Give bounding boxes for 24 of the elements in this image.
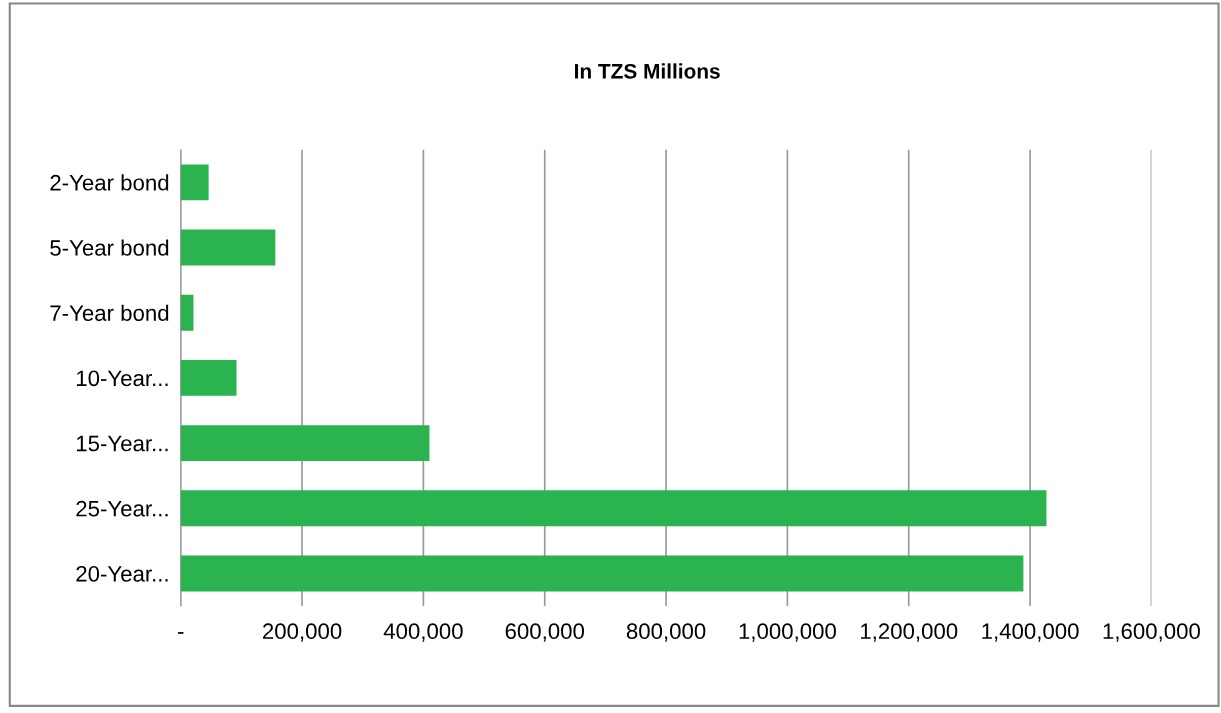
x-tick-label: 400,000 — [383, 623, 463, 642]
y-tick-label: 15-Year... — [76, 435, 168, 452]
y-tick-label: 5-Year bond — [50, 239, 169, 256]
chart-title: In TZS Millions — [575, 63, 720, 79]
bar — [180, 294, 194, 331]
bar — [180, 490, 1047, 527]
y-tick-label: 20-Year... — [76, 565, 168, 582]
bar — [180, 555, 1024, 592]
x-tick-label: 800,000 — [626, 623, 706, 642]
y-tick-label: 2-Year bond — [50, 174, 169, 191]
x-tick-label: 200,000 — [263, 623, 342, 642]
bar — [180, 359, 237, 396]
x-tick-label: 600,000 — [505, 623, 585, 642]
bar — [180, 229, 276, 266]
y-tick-label: 7-Year bond — [50, 304, 169, 321]
y-tick-label: 10-Year... — [76, 370, 168, 387]
x-tick-label: 1,200,000 — [861, 623, 958, 642]
x-tick-label: - — [177, 632, 184, 634]
y-tick-label: 25-Year... — [76, 500, 168, 517]
x-tick-label: 1,600,000 — [1103, 623, 1200, 642]
x-tick-label: 1,000,000 — [739, 623, 836, 642]
bar — [180, 425, 430, 462]
x-tick-label: 1,400,000 — [982, 623, 1079, 642]
bar — [180, 164, 209, 201]
